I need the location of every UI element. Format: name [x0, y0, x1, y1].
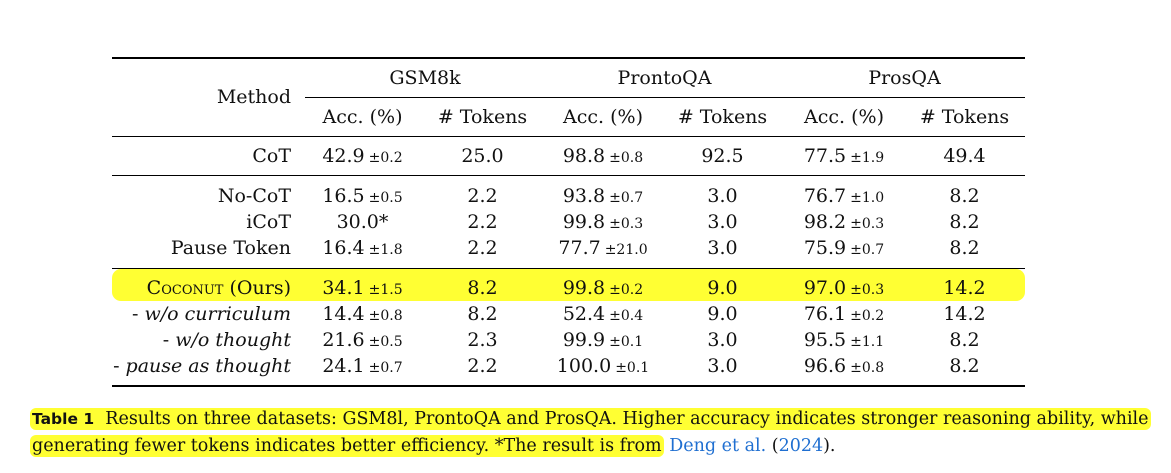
- table-row-wo-thought: - w/o thought 21.6 ±0.5 2.3 99.9 ±0.1 3.0 …: [112, 327, 1025, 353]
- value-cell: 2.2: [467, 184, 498, 207]
- caption-label: Table 1: [32, 410, 95, 428]
- value-cell: 34.1 ±1.5: [305, 268, 420, 301]
- table-row-wo-curriculum: - w/o curriculum 14.4 ±0.8 8.2 52.4 ±0.4 9…: [112, 301, 1025, 327]
- method-cell: - w/o curriculum: [132, 302, 291, 325]
- value-cell: 8.2: [420, 268, 545, 301]
- value-cell: 97.0 ±0.3: [784, 268, 904, 301]
- group-header-prosqa: ProsQA: [784, 57, 1025, 98]
- value-cell: 93.8 ±0.7: [562, 184, 644, 207]
- subheader-acc: Acc. (%): [784, 97, 904, 137]
- value-cell: 3.0: [707, 328, 738, 351]
- value-cell: 42.9 ±0.2: [305, 136, 420, 176]
- value-cell: 92.5: [661, 136, 784, 176]
- value-cell: 14.4 ±0.8: [322, 302, 403, 325]
- subheader-acc: Acc. (%): [305, 97, 420, 137]
- value-cell: 2.2: [420, 235, 545, 269]
- value-cell: 30.0*: [336, 210, 389, 233]
- results-table: Method GSM8k ProntoQA ProsQA Acc. (%) # …: [112, 57, 1025, 387]
- results-table-wrap: Method GSM8k ProntoQA ProsQA Acc. (%) # …: [112, 57, 1025, 387]
- value-cell: 25.0: [420, 136, 545, 176]
- table-caption: Table 1 Results on three datasets: GSM8l…: [30, 406, 1151, 460]
- value-cell: 2.2: [467, 210, 498, 233]
- method-header: Method: [112, 57, 305, 137]
- value-cell: 3.0: [707, 210, 738, 233]
- value-cell: 99.8 ±0.3: [562, 210, 644, 233]
- citation-paren: (: [766, 436, 779, 456]
- group-header-gsm8k: GSM8k: [305, 57, 545, 98]
- value-cell: 9.0: [707, 302, 738, 325]
- value-cell: 24.1 ±0.7: [305, 353, 420, 387]
- value-cell: 8.2: [949, 210, 980, 233]
- value-cell: 2.3: [467, 328, 498, 351]
- citation-link-authors[interactable]: Deng et al.: [669, 436, 767, 456]
- value-cell: 8.2: [904, 353, 1025, 387]
- value-cell: 14.2: [943, 302, 986, 325]
- value-cell: 16.4 ±1.8: [305, 235, 420, 269]
- value-cell: 8.2: [949, 328, 980, 351]
- value-cell: 8.2: [904, 235, 1025, 269]
- caption-text: Results on three datasets: GSM8l, Pronto…: [32, 409, 1149, 456]
- value-cell: 95.5 ±1.1: [803, 328, 885, 351]
- value-cell: 77.5 ±1.9: [784, 136, 904, 176]
- value-cell: 3.0: [661, 353, 784, 387]
- table-row-pause-as-thought: - pause as thought 24.1 ±0.7 2.2 100.0 ±0.…: [112, 353, 1025, 387]
- value-cell: 96.6 ±0.8: [784, 353, 904, 387]
- table-row-cot: CoT 42.9 ±0.2 25.0 98.8 ±0.8 92.5 77.5 ±1.9…: [112, 136, 1025, 176]
- method-cell: Coconut (Ours): [112, 268, 305, 301]
- value-cell: 100.0 ±0.1: [545, 353, 661, 387]
- value-cell: 75.9 ±0.7: [784, 235, 904, 269]
- value-cell: 8.2: [949, 184, 980, 207]
- value-cell: 3.0: [661, 235, 784, 269]
- value-cell: 98.2 ±0.3: [803, 210, 885, 233]
- value-cell: 98.8 ±0.8: [545, 136, 661, 176]
- group-header-prontoqa: ProntoQA: [545, 57, 784, 98]
- table-row-pause-token: Pause Token 16.4 ±1.8 2.2 77.7 ±21.0 3.0 7…: [112, 235, 1025, 269]
- table-row-coconut: Coconut (Ours) 34.1 ±1.5 8.2 99.8 ±0.2 9.0…: [112, 268, 1025, 301]
- value-cell: 99.9 ±0.1: [562, 328, 644, 351]
- value-cell: 49.4: [904, 136, 1025, 176]
- value-cell: 99.8 ±0.2: [545, 268, 661, 301]
- value-cell: 77.7 ±21.0: [545, 235, 661, 269]
- value-cell: 21.6 ±0.5: [322, 328, 403, 351]
- method-cell: CoT: [112, 136, 305, 176]
- method-cell: - pause as thought: [112, 353, 305, 387]
- value-cell: 52.4 ±0.4: [562, 302, 644, 325]
- value-cell: 2.2: [420, 353, 545, 387]
- value-cell: 76.1 ±0.2: [803, 302, 885, 325]
- method-cell: iCoT: [246, 210, 291, 233]
- subheader-tokens: # Tokens: [661, 97, 784, 137]
- citation-paren: ).: [823, 436, 836, 456]
- subheader-tokens: # Tokens: [904, 97, 1025, 137]
- value-cell: 8.2: [467, 302, 498, 325]
- table-row-no-cot: No-CoT 16.5 ±0.5 2.2 93.8 ±0.7 3.0 76.7 ±1.…: [112, 176, 1025, 210]
- citation-link-year[interactable]: 2024: [778, 436, 824, 456]
- method-cell: No-CoT: [217, 184, 291, 207]
- value-cell: 9.0: [661, 268, 784, 301]
- subheader-acc: Acc. (%): [545, 97, 661, 137]
- method-cell: Pause Token: [112, 235, 305, 269]
- value-cell: 76.7 ±1.0: [803, 184, 885, 207]
- value-cell: 14.2: [904, 268, 1025, 301]
- table-row-icot: iCoT 30.0* 2.2 99.8 ±0.3 3.0 98.2 ±0.3 8.2: [112, 209, 1025, 235]
- value-cell: 3.0: [707, 184, 738, 207]
- subheader-tokens: # Tokens: [420, 97, 545, 137]
- value-cell: 16.5 ±0.5: [322, 184, 403, 207]
- method-cell: - w/o thought: [162, 328, 291, 351]
